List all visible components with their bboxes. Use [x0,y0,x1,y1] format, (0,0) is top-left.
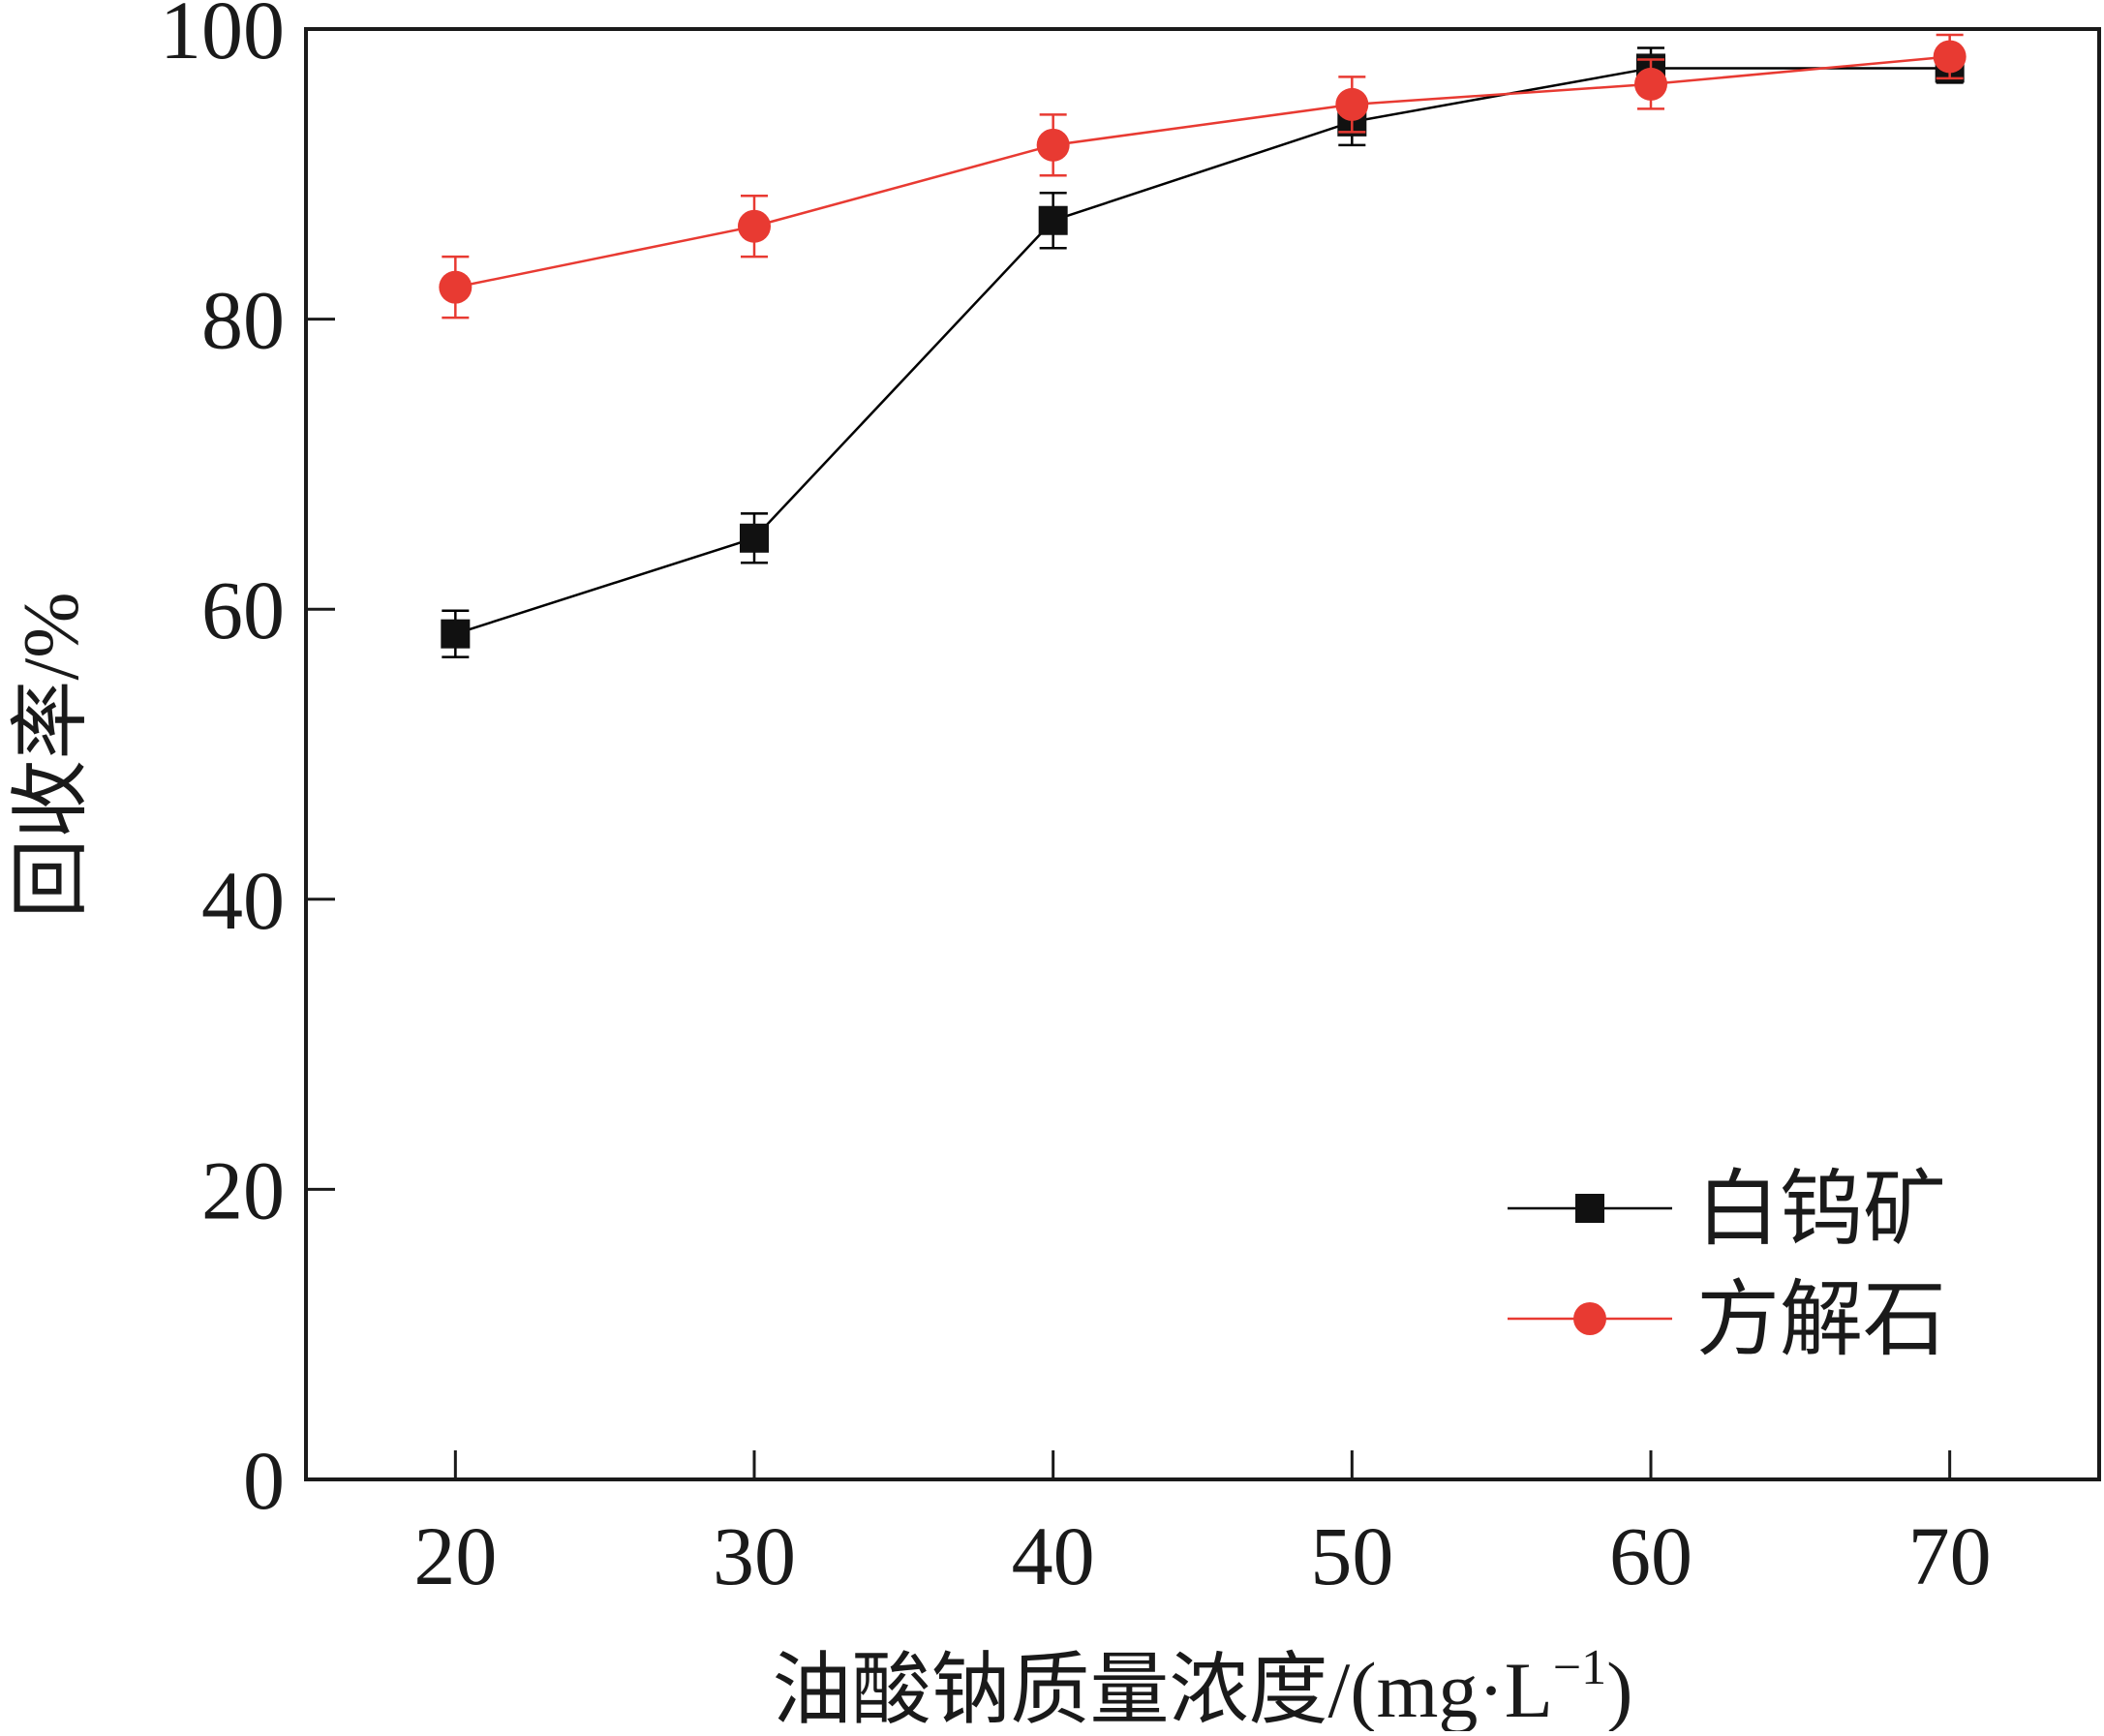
x-axis-title: 油酸钠质量浓度/(mg·L−1) [773,1640,1633,1731]
x-axis-title-close: ) [1606,1646,1632,1731]
x-tick-label-30: 30 [713,1509,796,1602]
series-2-line [455,55,1950,289]
series-group [439,33,1967,658]
series-2-point-30 [738,209,771,243]
series-1-line [454,67,1950,635]
x-tick-label-40: 40 [1012,1509,1095,1602]
legend-marker-1 [1575,1194,1604,1223]
y-axis-ticks: 0 20 40 60 80 100 [160,0,335,1527]
series-1-point-30 [740,523,769,553]
series-1-point-40 [1038,205,1068,235]
x-axis-title-unit-exponent: −1 [1553,1640,1606,1695]
y-tick-label-20: 20 [201,1143,285,1236]
series-1-point-20 [441,619,471,649]
series-2-point-50 [1335,87,1369,121]
legend-label-2: 方解石 [1696,1273,1946,1366]
y-tick-label-60: 60 [201,563,285,656]
plot-frame [304,27,2101,1481]
y-tick-label-40: 40 [201,854,285,947]
x-axis-title-main: 油酸钠质量浓度/(mg·L [773,1646,1553,1731]
x-axis-ticks: 20 30 40 50 60 70 [413,1450,1992,1602]
legend-label-1: 白钨矿 [1696,1163,1946,1256]
legend-marker-2 [1573,1302,1606,1335]
series-2-point-70 [1933,40,1967,74]
y-tick-label-100: 100 [160,0,285,76]
y-axis-title: 回收率/% [7,592,95,918]
series-2-point-40 [1036,128,1070,162]
series-2-point-60 [1634,67,1667,101]
y-tick-label-0: 0 [243,1434,285,1527]
x-tick-label-20: 20 [413,1509,497,1602]
y-tick-label-80: 80 [201,274,285,367]
x-tick-label-50: 50 [1310,1509,1393,1602]
series-2-point-20 [439,270,473,304]
series-2 [439,33,1967,320]
x-tick-label-70: 70 [1908,1509,1992,1602]
x-tick-label-60: 60 [1609,1509,1692,1602]
series-1 [441,46,1965,658]
